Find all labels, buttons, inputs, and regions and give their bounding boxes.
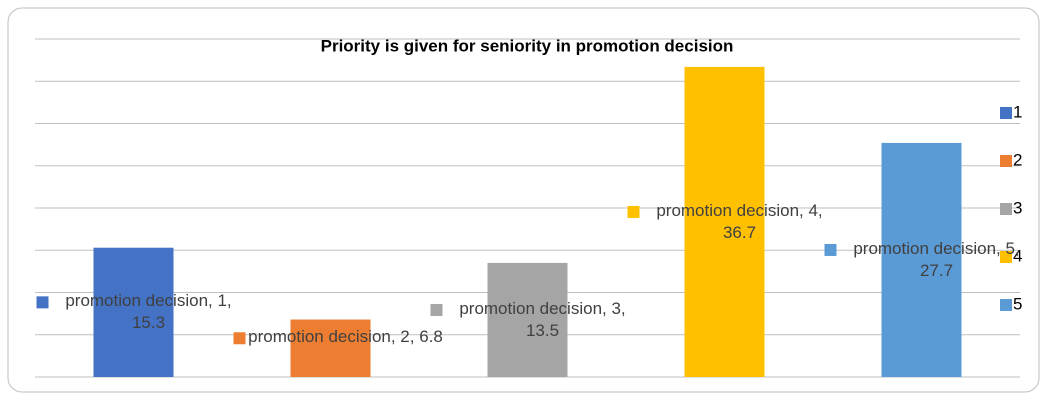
bar <box>881 142 962 377</box>
bar <box>93 247 174 377</box>
label-key <box>233 332 246 345</box>
legend-key <box>1000 251 1012 263</box>
legend-key <box>1000 203 1012 215</box>
bar <box>487 262 568 377</box>
legend-label: 3 <box>1013 198 1022 217</box>
legend-label: 1 <box>1013 102 1022 121</box>
legend-label: 4 <box>1013 246 1022 265</box>
label-key <box>36 296 49 309</box>
legend-label: 5 <box>1013 294 1022 313</box>
legend-key <box>1000 107 1012 119</box>
data-label: promotion decision, 4, 36.7 <box>656 200 823 242</box>
data-label: promotion decision, 1, 15.3 <box>65 291 232 333</box>
label-key <box>627 205 640 218</box>
label-key <box>824 243 837 256</box>
bar <box>290 319 371 377</box>
data-label: promotion decision, 5, 27.7 <box>853 238 1020 280</box>
legend-label: 2 <box>1013 150 1022 169</box>
data-label: promotion decision, 3, 13.5 <box>459 298 626 340</box>
legend-key <box>1000 299 1012 311</box>
data-label: promotion decision, 2, 6.8 <box>248 327 443 347</box>
chart-title: Priority is given for seniority in promo… <box>321 36 734 55</box>
label-key <box>430 303 443 316</box>
bar <box>684 66 765 377</box>
chart-border <box>7 7 1040 393</box>
legend-key <box>1000 155 1012 167</box>
